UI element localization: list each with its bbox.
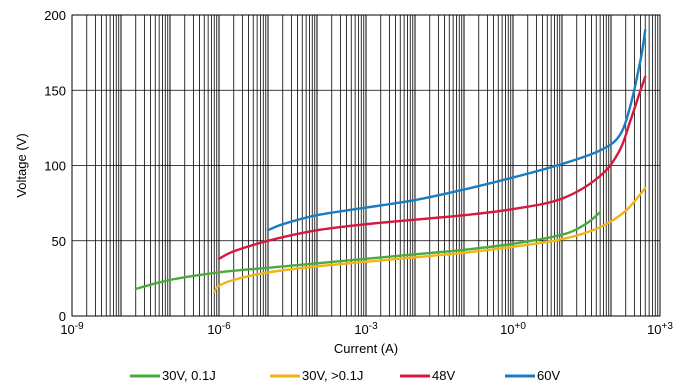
y-tick-label: 150 [44,83,66,98]
x-tick-label: 10+3 [647,321,673,337]
series-line [213,186,647,294]
series-line [266,28,647,232]
x-axis-title: Current (A) [334,341,398,356]
y-tick-label: 0 [59,309,66,324]
legend: 30V, 0.1J 30V, >0.1J 48V 60V [130,368,560,383]
series-line [134,211,602,291]
legend-label: 48V [432,368,455,383]
legend-label: 30V, >0.1J [302,368,363,383]
x-tick-label: 10-6 [207,321,231,337]
legend-label: 30V, 0.1J [162,368,216,383]
x-tick-labels: 10-9 10-6 10-3 10+0 10+3 [60,321,673,337]
legend-label: 60V [537,368,560,383]
y-tick-label: 50 [52,234,66,249]
x-tick-label: 10-3 [354,321,378,337]
y-axis-title: Voltage (V) [14,133,29,197]
series-line [217,75,647,260]
y-tick-labels: 0 50 100 150 200 [44,8,66,324]
grid [71,14,660,317]
series-layer [134,28,647,294]
x-tick-label: 10+0 [500,321,526,337]
plot-frame [71,14,661,317]
x-tick-label: 10-9 [60,321,84,337]
y-tick-label: 200 [44,8,66,23]
y-tick-label: 100 [44,159,66,174]
